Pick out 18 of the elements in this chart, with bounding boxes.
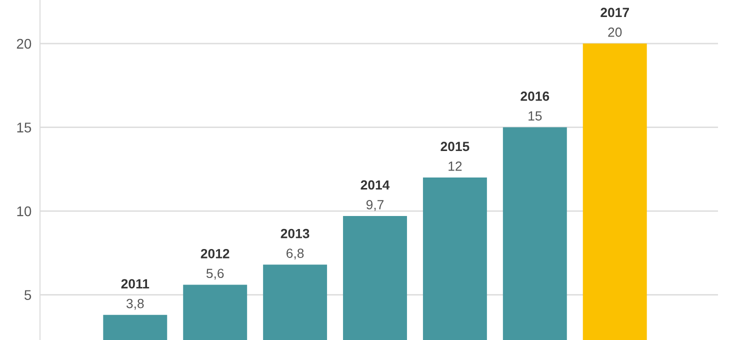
data-label: 9,7 [366,200,384,211]
x-tick-label: 2016 [520,92,550,101]
x-tick-label: 2011 [121,279,150,288]
x-tick-label: 2013 [280,228,310,238]
y-tick-label: 10 [17,206,32,216]
x-tick-label: 2017 [600,8,629,18]
x-tick-label: 2014 [360,180,390,190]
data-label: 12 [448,162,462,171]
y-tick-label: 15 [17,122,32,132]
data-label: 5,6 [206,268,224,280]
data-label: 20 [608,28,622,37]
x-tick-label: 2015 [440,142,470,152]
data-label: 6,8 [286,248,304,260]
data-label: 15 [528,111,542,121]
y-tick-label: 5 [24,290,32,300]
x-tick-label: 2012 [200,248,230,258]
y-tick-label: 20 [16,38,32,49]
data-label: 3,8 [126,298,144,310]
